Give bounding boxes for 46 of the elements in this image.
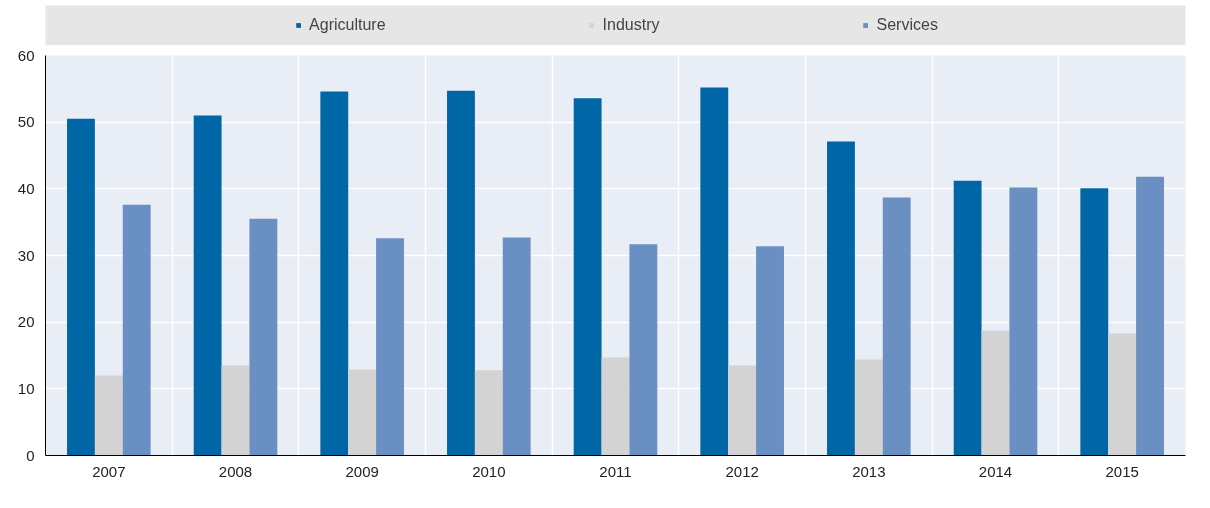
bar bbox=[629, 244, 658, 456]
x-tick-label: 2015 bbox=[1105, 462, 1139, 480]
bar bbox=[122, 204, 151, 456]
bar bbox=[953, 180, 982, 456]
x-tick-label: 2009 bbox=[345, 462, 379, 480]
bar bbox=[1009, 187, 1038, 456]
y-tick-label: 10 bbox=[17, 379, 35, 397]
bar bbox=[854, 359, 883, 456]
x-tick-label: 2011 bbox=[599, 462, 632, 480]
y-tick-label: 40 bbox=[17, 179, 35, 197]
bar bbox=[728, 365, 757, 456]
bar bbox=[320, 91, 349, 456]
x-tick-label: 2010 bbox=[472, 462, 506, 480]
bar bbox=[981, 330, 1010, 456]
bar bbox=[756, 246, 784, 456]
bar bbox=[447, 90, 475, 456]
bar bbox=[1080, 188, 1109, 456]
legend-label: Services bbox=[876, 16, 938, 34]
y-tick-label: 30 bbox=[17, 246, 35, 264]
bar bbox=[882, 197, 911, 456]
bar bbox=[573, 98, 602, 456]
x-tick-label: 2013 bbox=[852, 462, 886, 480]
legend-label: Agriculture bbox=[309, 16, 386, 34]
bar bbox=[67, 118, 95, 456]
bar bbox=[221, 365, 250, 456]
x-tick-label: 2012 bbox=[725, 462, 759, 480]
y-tick-label: 50 bbox=[17, 113, 35, 131]
bar bbox=[348, 369, 377, 456]
x-tick-label: 2008 bbox=[218, 462, 253, 480]
x-tick-label: 2007 bbox=[92, 462, 126, 480]
bar bbox=[474, 370, 503, 456]
bar bbox=[94, 375, 123, 456]
x-tick-label: 2014 bbox=[978, 462, 1013, 480]
bar bbox=[502, 237, 531, 456]
bar bbox=[1108, 333, 1137, 456]
y-tick-label: 60 bbox=[17, 46, 35, 64]
bar bbox=[827, 141, 855, 456]
bar bbox=[1136, 176, 1164, 456]
bar bbox=[193, 115, 222, 456]
bar bbox=[601, 357, 630, 456]
bar bbox=[376, 238, 404, 456]
bar bbox=[700, 87, 729, 456]
legend-label: Industry bbox=[602, 16, 660, 34]
bar bbox=[249, 218, 278, 456]
y-tick-label: 0 bbox=[26, 446, 35, 464]
y-tick-label: 20 bbox=[17, 313, 35, 331]
